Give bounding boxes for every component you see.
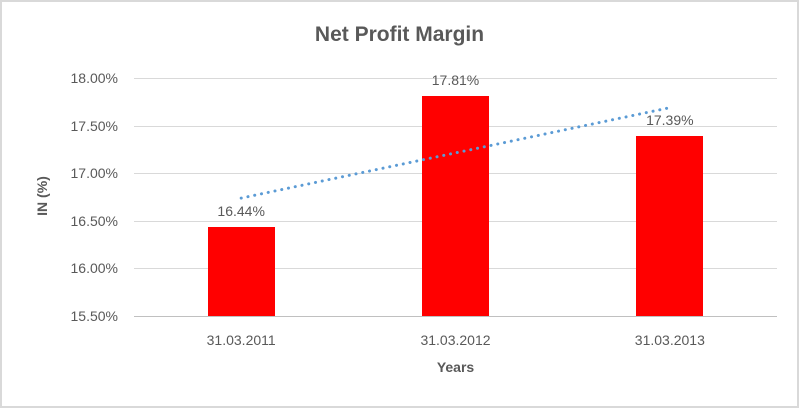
bar-data-label: 16.44% [217, 202, 265, 219]
y-tick-label: 18.00% [70, 70, 118, 86]
gridline [134, 78, 777, 79]
x-axis-title: Years [436, 359, 475, 375]
bar-data-label: 17.39% [646, 112, 694, 129]
plot-area [134, 78, 777, 317]
y-tick-label: 17.00% [70, 165, 118, 182]
y-tick-label: 16.50% [70, 212, 118, 229]
bar-data-label: 17.81% [431, 72, 480, 89]
x-axis-line [134, 316, 777, 317]
y-tick-label: 16.00% [70, 260, 118, 277]
chart-title: Net Profit Margin [314, 23, 485, 46]
x-category-label: 31.03.2012 [420, 332, 491, 348]
trendline [239, 106, 672, 200]
y-tick-label: 15.50% [70, 308, 118, 324]
bar [207, 226, 275, 316]
y-axis-title: IN (%) [34, 176, 50, 216]
x-category-label: 31.03.2011 [206, 332, 276, 348]
x-category-label: 31.03.2013 [634, 332, 705, 348]
bar [422, 96, 489, 316]
y-tick-label: 17.50% [70, 117, 118, 134]
trendline-dotted-segment [239, 106, 672, 200]
bar [636, 136, 704, 316]
